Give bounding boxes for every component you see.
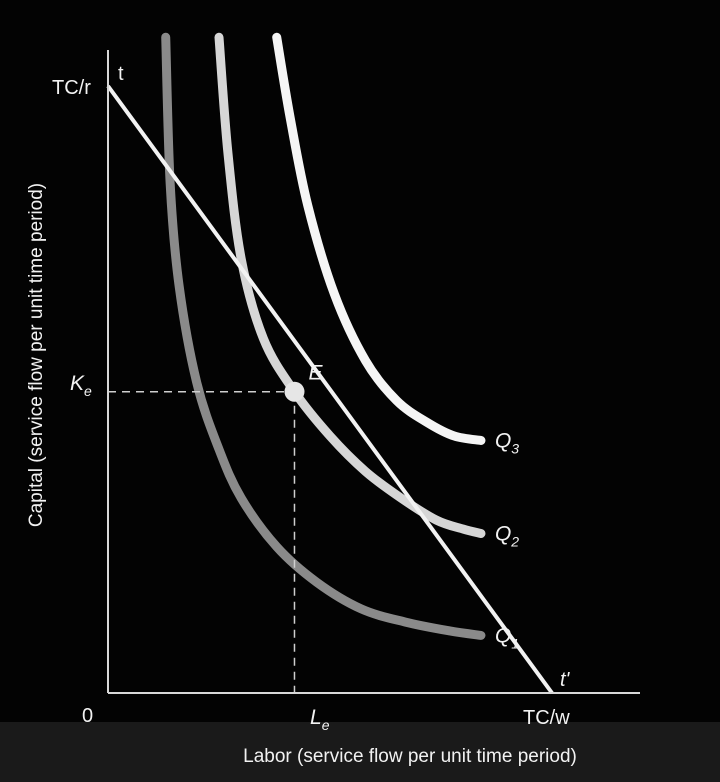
x-tick-label-le: Le bbox=[310, 706, 330, 733]
series-label-subscript: 1 bbox=[511, 635, 519, 651]
isoquant-q2 bbox=[214, 32, 486, 538]
equilibrium-label: E bbox=[308, 362, 323, 385]
y-tick-label-text: K bbox=[70, 372, 85, 395]
y-tick-label-subscript: e bbox=[84, 383, 92, 399]
x-tick-label-tc-w: TC/w bbox=[523, 707, 570, 729]
series-label-q3: Q3 bbox=[495, 429, 519, 456]
y-tick-label-ke: Ke bbox=[70, 372, 92, 399]
series-label-subscript: 2 bbox=[510, 533, 519, 549]
isocost-end-label: t' bbox=[560, 669, 571, 691]
y-tick-label-tc-r: TC/r bbox=[52, 77, 91, 99]
x-axis-title: Labor (service flow per unit time period… bbox=[243, 746, 577, 767]
y-tick-label-text: TC/r bbox=[52, 77, 91, 99]
series-label-text: Q bbox=[495, 429, 511, 452]
isoquant-q3 bbox=[272, 32, 486, 445]
series-label-text: Q bbox=[495, 624, 511, 647]
x-tick-label-text: L bbox=[310, 706, 322, 729]
series-label-q1: Q1 bbox=[495, 624, 519, 651]
isoquant-q1 bbox=[161, 32, 486, 640]
equilibrium-point bbox=[284, 381, 305, 402]
xlabel-band bbox=[0, 722, 720, 782]
curves-layer bbox=[106, 32, 554, 695]
isocost-start-label: t bbox=[118, 63, 124, 85]
x-tick-label-text: TC/w bbox=[523, 707, 570, 729]
isocost-line bbox=[106, 84, 554, 695]
series-label-q2: Q2 bbox=[495, 522, 519, 549]
origin-label: 0 bbox=[82, 705, 93, 727]
y-axis-title: Capital (service flow per unit time peri… bbox=[26, 183, 47, 527]
series-label-subscript: 3 bbox=[511, 440, 519, 456]
x-tick-label-subscript: e bbox=[322, 717, 330, 733]
series-label-text: Q bbox=[495, 522, 511, 545]
